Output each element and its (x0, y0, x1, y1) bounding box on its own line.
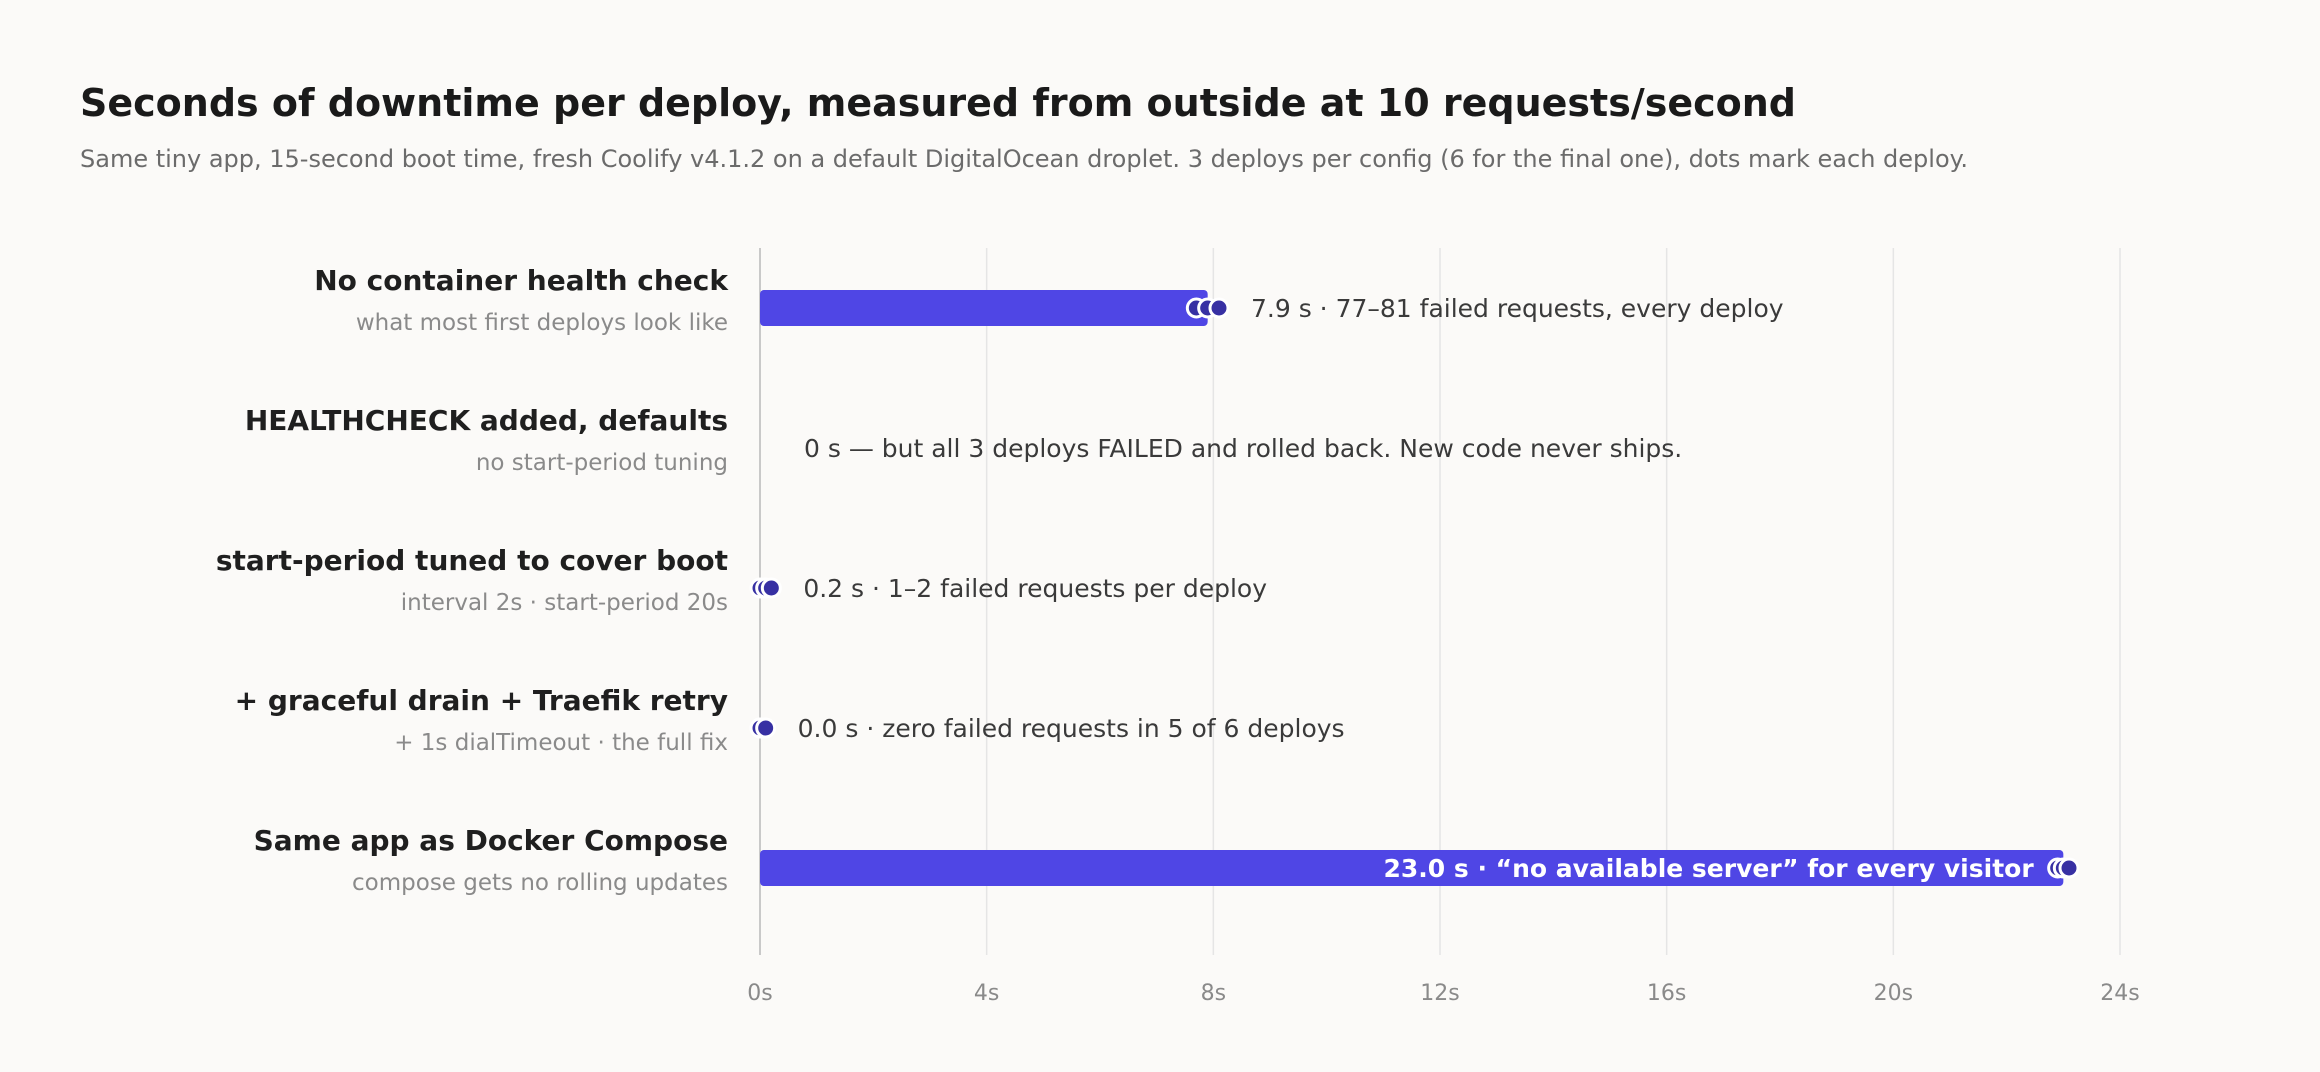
bar-annotation: 7.9 s · 77–81 failed requests, every dep… (1251, 294, 1784, 323)
bar (760, 290, 1208, 326)
category-subtitle: interval 2s · start-period 20s (401, 590, 728, 616)
x-tick-label: 8s (1201, 981, 1226, 1006)
category-subtitle: + 1s dialTimeout · the full fix (394, 730, 728, 756)
category-label: Same app as Docker Compose (254, 824, 728, 857)
category-subtitle: what most first deploys look like (356, 310, 728, 336)
deploy-dot (1208, 297, 1230, 319)
x-tick-label: 24s (2100, 981, 2139, 1006)
deploy-dot (760, 577, 782, 599)
bars (760, 290, 2064, 886)
deploy-dot (755, 717, 777, 739)
category-label: start-period tuned to cover boot (216, 544, 728, 577)
bar-annotation: 0 s — but all 3 deploys FAILED and rolle… (804, 434, 1682, 463)
deploy-dot (2058, 857, 2080, 879)
chart-title: Seconds of downtime per deploy, measured… (80, 81, 1796, 125)
x-tick-label: 12s (1420, 981, 1459, 1006)
category-subtitle: compose gets no rolling updates (352, 870, 728, 896)
bar-annotation: 23.0 s · “no available server” for every… (1383, 854, 2034, 883)
category-subtitle: no start-period tuning (476, 450, 728, 476)
bar-annotation: 0.2 s · 1–2 failed requests per deploy (803, 574, 1267, 603)
x-tick-label: 16s (1647, 981, 1686, 1006)
category-labels: No container health check what most first… (216, 264, 730, 896)
category-label: No container health check (314, 264, 729, 297)
category-label: + graceful drain + Traefik retry (235, 684, 728, 717)
bar-annotations: 7.9 s · 77–81 failed requests, every dep… (798, 294, 2035, 883)
x-tick-label: 0s (747, 981, 772, 1006)
bar-annotation: 0.0 s · zero failed requests in 5 of 6 d… (798, 714, 1345, 743)
deploy-dots (749, 297, 2080, 879)
x-tick-label: 4s (974, 981, 999, 1006)
x-tick-label: 20s (1874, 981, 1913, 1006)
chart-subtitle: Same tiny app, 15-second boot time, fres… (80, 145, 1968, 173)
bar (760, 850, 2064, 886)
category-label: HEALTHCHECK added, defaults (245, 404, 728, 437)
x-axis: 0s 4s 8s 12s 16s 20s 24s (747, 248, 2140, 1006)
gridlines (985, 248, 2121, 955)
